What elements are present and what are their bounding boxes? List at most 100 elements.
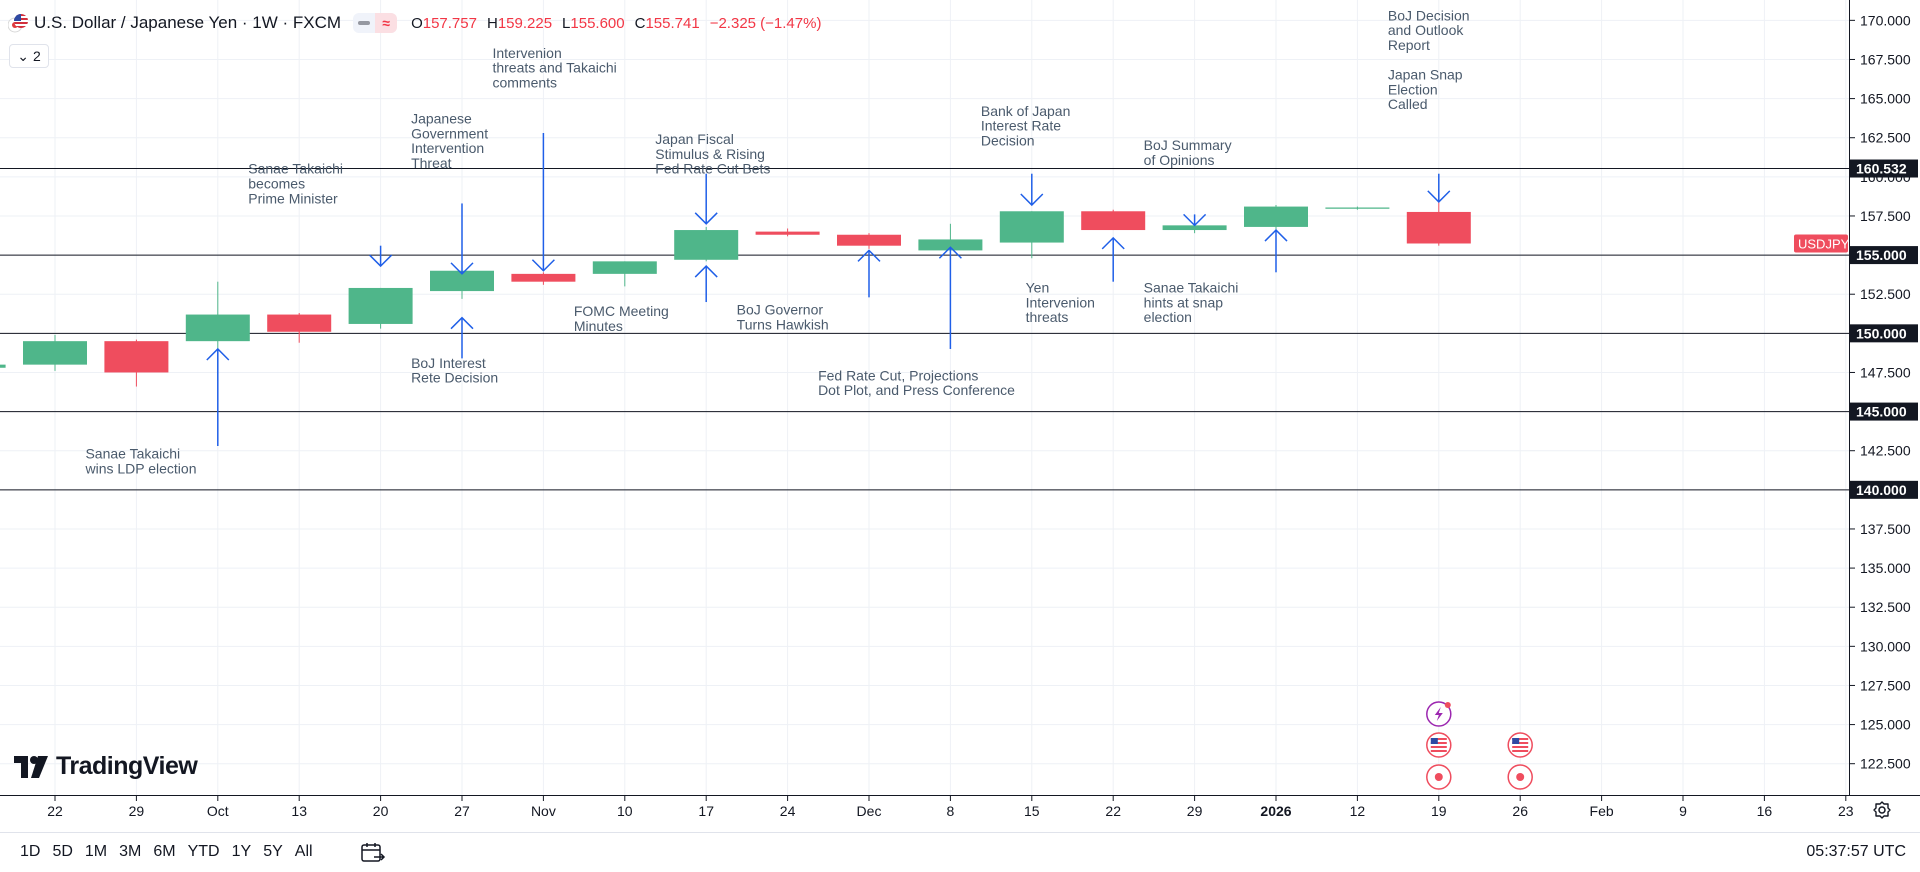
annotation-arrow-head [938,246,962,259]
annotation-text: and Outlook [1388,22,1464,38]
price-label-box [1850,480,1918,499]
range-button-6m[interactable]: 6M [153,843,176,860]
annotation-text: FOMC Meeting [574,303,669,319]
candle-body [1162,225,1227,231]
utc-clock[interactable]: 05:37:57 UTC [1806,843,1906,860]
range-button-5y[interactable]: 5Y [263,843,283,860]
price-label-text: 145.000 [1856,404,1907,420]
price-tick-label: 132.500 [1860,599,1911,615]
annotation-text: Intervenion [1026,294,1095,310]
time-tick-label: 15 [1024,803,1040,819]
annotation-text: Intervenion [492,45,561,61]
annotation-arrow-head [369,254,393,268]
earnings-event-icon[interactable] [1507,764,1533,790]
annotation-text: Sanae Takaichi [85,446,180,462]
price-tick-label: 142.500 [1860,443,1911,459]
annotation-arrow-head [450,262,474,275]
tradingview-logo[interactable]: TradingView [14,752,198,781]
annotation-text: Prime Minister [248,190,338,206]
approx-icon[interactable]: ≈ [375,13,398,33]
time-tick-label: 29 [129,803,145,819]
price-tick-label: 127.500 [1860,677,1911,693]
candle [1406,188,1471,246]
candle-body [918,239,983,251]
range-button-all[interactable]: All [294,843,313,860]
price-tick-label: 170.000 [1860,12,1911,28]
price-tick-label: 147.500 [1860,364,1911,380]
open-label: O [411,14,423,32]
candle-body [1406,211,1471,244]
candle-body [674,230,739,260]
candle [23,334,87,371]
flag-stripe [1512,746,1529,748]
chevron-down-icon: ⌄ [17,47,29,64]
event-dot [1444,702,1451,708]
annotation-text: Rete Decision [411,370,498,386]
range-buttons: 1D 5D 1M 3M 6M YTD 1Y 5Y All [14,843,319,861]
time-axis: 22 29 Oct 13 20 27 Nov 10 17 24 Dec 8 15 22 29 2026 12 19… [0,795,1920,832]
gear-icon[interactable] [1872,800,1892,820]
symbol-legend: U.S. Dollar / Japanese Yen · 1W · FXCM ≈… [7,11,821,35]
price-tick-label: 167.500 [1860,51,1911,67]
range-button-ytd[interactable]: YTD [187,843,220,860]
flag-stripe [1430,738,1447,740]
indicators-toggle-button[interactable]: ⌄ 2 [9,44,49,68]
time-tick-label: 10 [617,803,633,819]
event-ring [1426,732,1452,758]
economic-event-icon[interactable] [1426,701,1452,727]
candle [267,312,332,343]
annotation-text: threats and Takaichi [492,60,616,76]
symbol-price-tag [1794,234,1848,253]
time-tick-label: 17 [698,803,714,819]
calendar-goto-icon[interactable] [360,841,386,865]
earnings-event-icon[interactable] [1426,764,1452,790]
candle-body [185,314,250,342]
price-tick-label: 122.500 [1860,756,1911,772]
time-tick-label: 26 [1512,803,1528,819]
annotation-text: Interest Rate [981,118,1061,134]
symbol-title[interactable]: U.S. Dollar / Japanese Yen · 1W · FXCM [34,13,342,32]
annotation-text: BoJ Summary [1144,137,1232,153]
lightning-icon [1434,707,1443,721]
annotation-text: Stimulus & Rising [655,146,765,162]
candle [511,272,576,285]
close-value: 155.741 [645,14,700,32]
annotation-text: Decision [981,132,1035,148]
event-dot [1434,773,1443,781]
range-button-3m[interactable]: 3M [119,843,142,860]
annotation-arrow-head [1101,236,1125,250]
candle [1325,206,1390,210]
collapse-icon[interactable] [353,13,375,33]
range-button-1m[interactable]: 1M [84,843,108,860]
candle-body [430,270,494,292]
us-flag-event-icon[interactable] [1507,732,1533,758]
time-tick-label: 19 [1431,803,1447,819]
brand-name: TradingView [56,752,198,780]
candle-body [592,261,657,274]
annotation-text: Dot Plot, and Press Conference [818,382,1015,398]
annotation-text: threats [1026,309,1069,325]
event-dot [1516,773,1525,781]
range-button-5d[interactable]: 5D [52,843,73,860]
candle-body [0,364,6,368]
horizontal-lines [0,168,1849,491]
annotation-arrow-head [857,249,881,262]
event-markers [1426,701,1533,790]
chart-style-pill[interactable]: ≈ [353,13,398,33]
annotation-text: becomes [248,176,305,192]
range-button-1d[interactable]: 1D [20,843,41,860]
time-tick-label: 9 [1679,803,1687,819]
annotation-text: Called [1388,96,1428,112]
candle [104,339,169,387]
candle-body [1244,206,1308,227]
ohlc-values: O157.757 H159.225 L155.600 C155.741 −2.3… [411,15,821,32]
us-flag-event-icon[interactable] [1426,732,1452,758]
time-tick-label: 27 [454,803,470,819]
price-tick-label: 152.500 [1860,286,1911,302]
range-button-1y[interactable]: 1Y [231,843,252,860]
